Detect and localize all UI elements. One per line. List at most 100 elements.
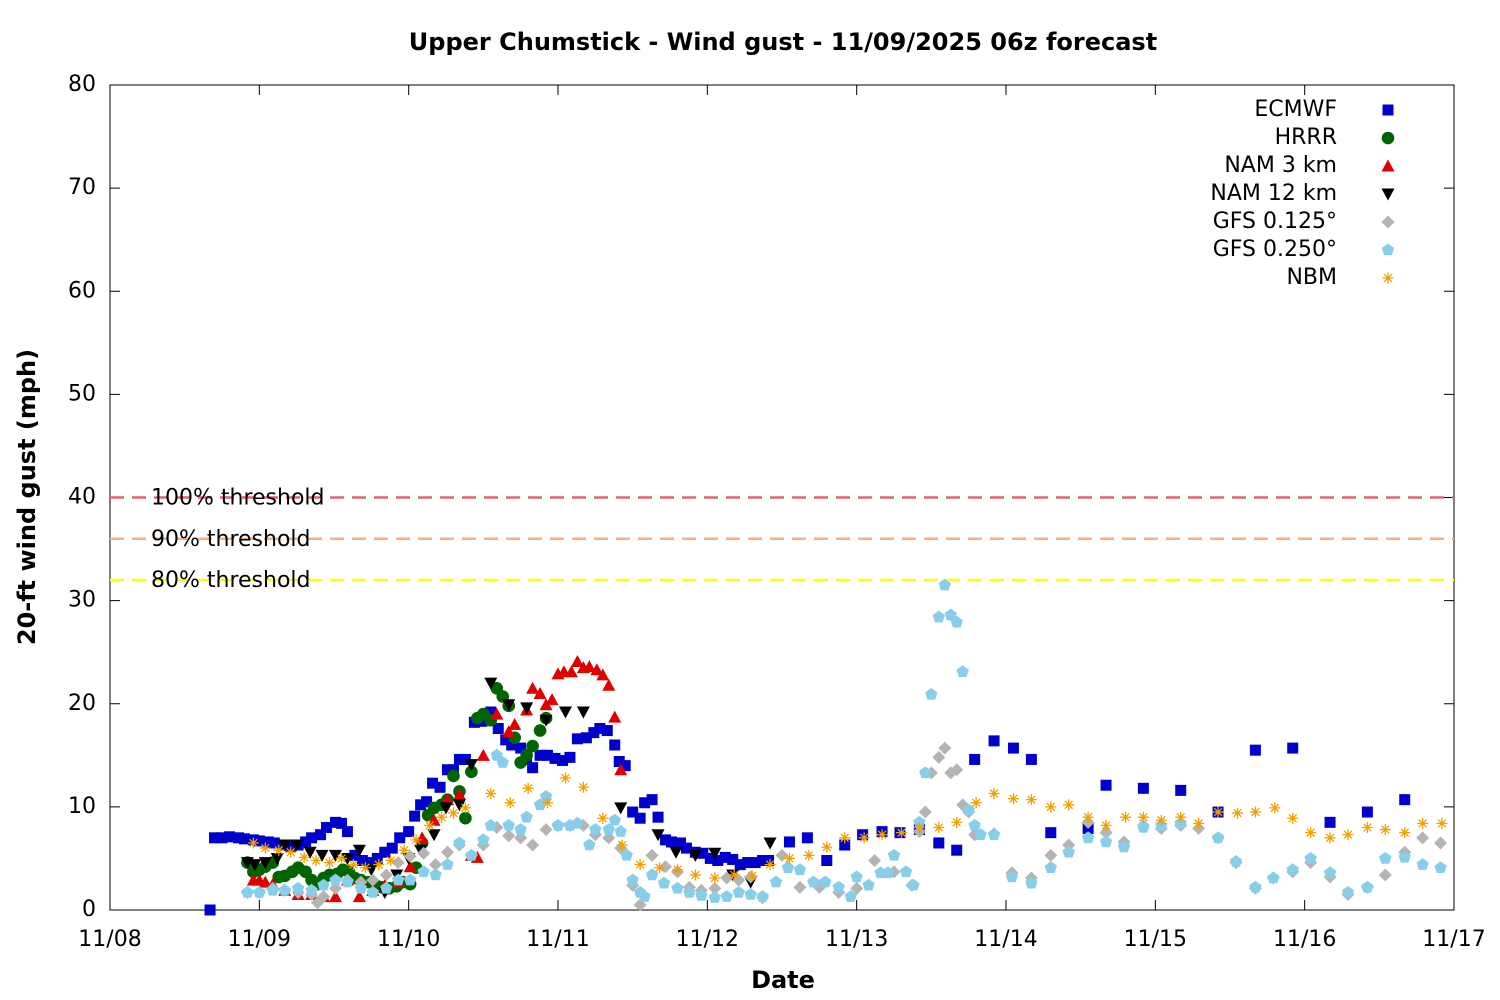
data-point [614, 825, 627, 837]
data-point [918, 805, 932, 819]
data-point [1416, 831, 1430, 845]
data-point [571, 816, 584, 829]
data-point [1045, 827, 1057, 839]
data-point [270, 852, 284, 865]
data-point [651, 829, 665, 842]
data-point [392, 873, 405, 886]
data-point [620, 848, 633, 861]
legend-marker [1381, 159, 1395, 172]
data-point [373, 859, 385, 871]
data-point [1193, 817, 1205, 829]
data-point [520, 810, 533, 823]
data-point [1063, 799, 1075, 811]
data-point [1341, 885, 1355, 898]
x-tick-label: 11/11 [526, 927, 589, 952]
data-point [459, 802, 471, 814]
data-point [913, 822, 925, 833]
data-point [744, 888, 757, 900]
data-point [597, 812, 609, 824]
data-point [417, 865, 430, 878]
data-point [1025, 794, 1037, 806]
data-point [646, 794, 658, 806]
data-point [514, 823, 527, 835]
data-point [1379, 851, 1392, 864]
data-point [427, 777, 439, 789]
data-point [484, 818, 497, 831]
data-point [742, 857, 754, 869]
data-point [950, 615, 963, 628]
data-point [209, 832, 221, 844]
data-point [335, 817, 347, 829]
data-point [1249, 744, 1261, 756]
data-point [410, 834, 422, 846]
data-point [1305, 827, 1317, 839]
data-point [441, 858, 454, 870]
y-tick-label: 40 [68, 485, 96, 510]
data-point [315, 849, 329, 862]
data-point [520, 702, 534, 715]
data-point [1100, 779, 1112, 791]
data-point [1007, 742, 1019, 754]
legend-label: HRRR [1275, 125, 1337, 150]
data-point [1044, 848, 1058, 862]
y-tick-label: 0 [82, 897, 96, 922]
data-point [639, 797, 651, 809]
data-point [549, 752, 561, 764]
data-point [638, 890, 651, 902]
data-point [671, 864, 683, 876]
data-point [571, 733, 583, 745]
data-point [490, 707, 504, 720]
data-point [887, 848, 901, 861]
data-point [492, 723, 504, 734]
data-point [844, 890, 857, 902]
data-point [919, 766, 932, 779]
data-point [938, 741, 952, 755]
data-point [1045, 801, 1057, 813]
data-point [391, 856, 405, 870]
data-point [508, 717, 522, 730]
data-point [594, 723, 606, 734]
x-tick-label: 11/14 [974, 927, 1037, 952]
data-point [868, 854, 882, 867]
data-point [371, 852, 383, 864]
data-point [819, 875, 832, 888]
data-point [757, 855, 769, 866]
series [247, 772, 1448, 884]
data-point [328, 849, 342, 862]
data-point [988, 787, 1000, 799]
data-point [1361, 806, 1373, 818]
data-point [590, 663, 604, 676]
series [241, 578, 1447, 903]
data-point [969, 753, 981, 765]
data-point [925, 687, 938, 700]
data-point [1361, 880, 1374, 893]
legend-marker [1381, 188, 1395, 201]
data-point [564, 751, 576, 763]
data-point [1249, 806, 1261, 818]
data-point [232, 832, 244, 844]
data-point [769, 875, 783, 888]
data-point [500, 734, 512, 746]
data-point [485, 706, 497, 718]
data-point [933, 822, 945, 833]
x-axis-label: Date [751, 966, 815, 994]
data-point [1025, 876, 1038, 889]
data-point [932, 750, 946, 764]
data-point [907, 878, 920, 891]
data-point [746, 870, 758, 882]
data-point [719, 851, 731, 863]
data-point [278, 839, 292, 852]
data-point [616, 839, 628, 851]
data-point [665, 836, 677, 848]
data-point [1007, 793, 1019, 805]
data-point [258, 857, 272, 870]
data-point [506, 739, 518, 751]
data-point [436, 811, 448, 823]
data-point [415, 799, 427, 811]
data-point [712, 855, 724, 866]
data-point [542, 749, 554, 761]
data-point [671, 881, 684, 894]
data-point [1342, 829, 1354, 841]
x-tick-label: 11/08 [78, 927, 141, 952]
